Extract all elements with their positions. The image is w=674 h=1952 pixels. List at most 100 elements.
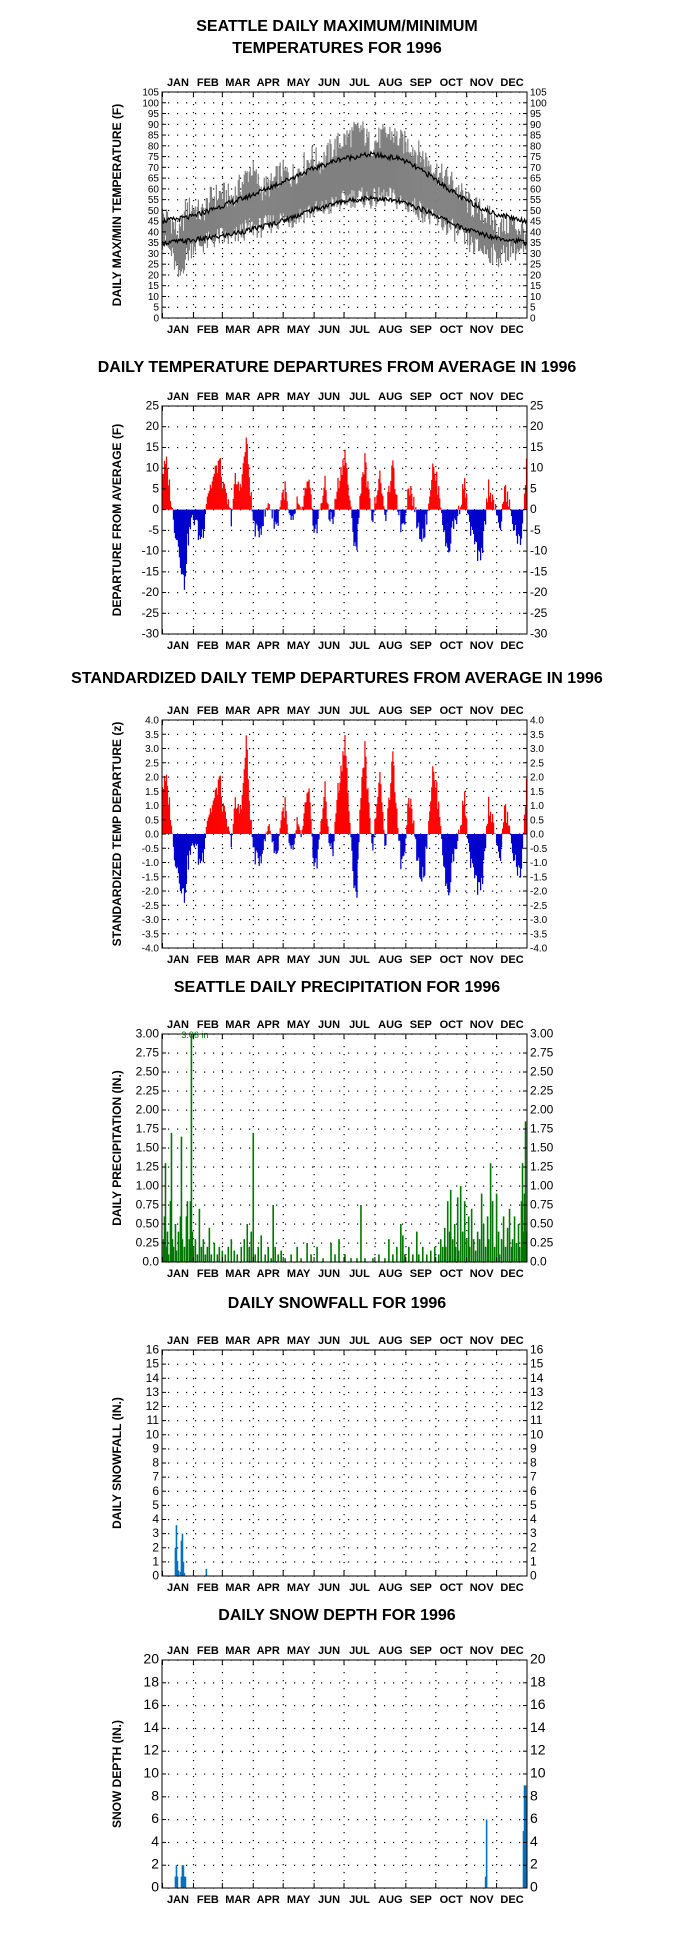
departure-bar [346,467,348,510]
grid-dot [402,776,404,778]
grid-dot [321,1204,323,1206]
departure-bar [514,834,517,855]
grid-dot [313,482,315,484]
departure-bar [185,509,188,564]
grid-dot [339,252,341,255]
grid-dot [313,916,315,918]
grid-dot [221,1054,224,1056]
grid-dot [420,134,422,136]
grid-dot [285,102,287,104]
temp-range-bar [418,140,420,221]
grid-dot [466,748,468,750]
grid-dot [411,876,413,878]
grid-dot [258,113,260,115]
y-tick-label-right: 85 [530,131,542,142]
grid-dot [374,442,376,444]
grid-dot [496,112,498,114]
grid-dot [168,156,170,158]
grid-dot [501,776,503,778]
grid-dot [222,1185,224,1187]
grid-dot [186,1090,188,1092]
grid-dot [267,919,269,921]
grid-dot [231,1109,233,1111]
grid-dot [402,1147,404,1149]
departure-bar [410,486,412,510]
y-tick-label-right: 95 [530,109,542,120]
departure-bar [465,497,467,510]
grid-dot [222,467,224,469]
temp-range-bar [487,210,490,259]
grid-dot [213,1185,215,1187]
temp-range-bar [164,222,167,236]
grid-dot [465,805,467,807]
grid-dot [321,1242,323,1244]
temp-range-bar [233,206,235,230]
temp-range-bar [321,165,323,202]
departure-bar [310,494,312,510]
temp-range-bar [228,195,230,235]
grid-dot [312,819,314,821]
temp-range-bar [261,200,263,231]
grid-dot [282,940,284,942]
departure-bar [503,805,506,834]
grid-dot [168,1128,170,1130]
grid-dot [402,426,404,428]
departure-bar [476,509,478,543]
temp-range-bar [314,167,316,205]
grid-dot [501,1185,503,1187]
grid-dot [313,804,315,806]
grid-dot [168,1147,170,1149]
grid-dot [339,529,341,532]
grid-dot [276,1166,278,1168]
grid-dot [411,790,413,792]
grid-dot [420,123,422,125]
grid-dot [267,426,269,428]
grid-dot [285,156,287,158]
departure-bar [344,735,346,834]
temp-range-bar [405,141,407,209]
grid-dot [222,862,224,864]
grid-dot [177,571,179,573]
grid-dot [510,188,512,190]
grid-dot [438,220,440,222]
grid-dot [186,1204,188,1206]
grid-dot [501,1223,503,1225]
grid-dot [366,890,368,892]
grid-dot [374,626,376,628]
grid-dot [519,446,521,449]
grid-dot [343,112,345,114]
departure-bar [496,834,499,846]
grid-dot [192,1198,195,1200]
grid-dot [168,1071,170,1073]
grid-dot [204,1185,206,1187]
y-tick-label-right: 3.5 [530,730,544,741]
grid-dot [343,602,345,604]
grid-dot [496,192,498,194]
grid-dot [435,288,437,290]
grid-dot [519,1166,521,1168]
grid-dot [510,426,512,428]
departure-bar [229,508,231,510]
departure-bar [183,834,186,903]
grid-dot [249,1071,251,1073]
grid-dot [429,890,431,892]
grid-dot [192,1214,195,1216]
grid-dot [519,285,521,287]
grid-dot [435,732,437,734]
departure-bar [171,833,174,834]
grid-dot [438,446,440,449]
grid-dot [249,933,251,935]
temp-range-bar [369,155,371,205]
grid-dot [438,762,440,764]
grid-dot [294,1071,296,1073]
departure-bar [409,495,411,510]
grid-dot [435,602,437,604]
temp-range-bar [412,147,414,202]
grid-dot [204,919,206,921]
grid-dot [186,1109,188,1111]
grid-dot [492,188,494,190]
grid-dot [466,272,468,274]
grid-dot [374,748,376,750]
temp-range-bar [255,169,257,225]
grid-dot [438,166,440,169]
